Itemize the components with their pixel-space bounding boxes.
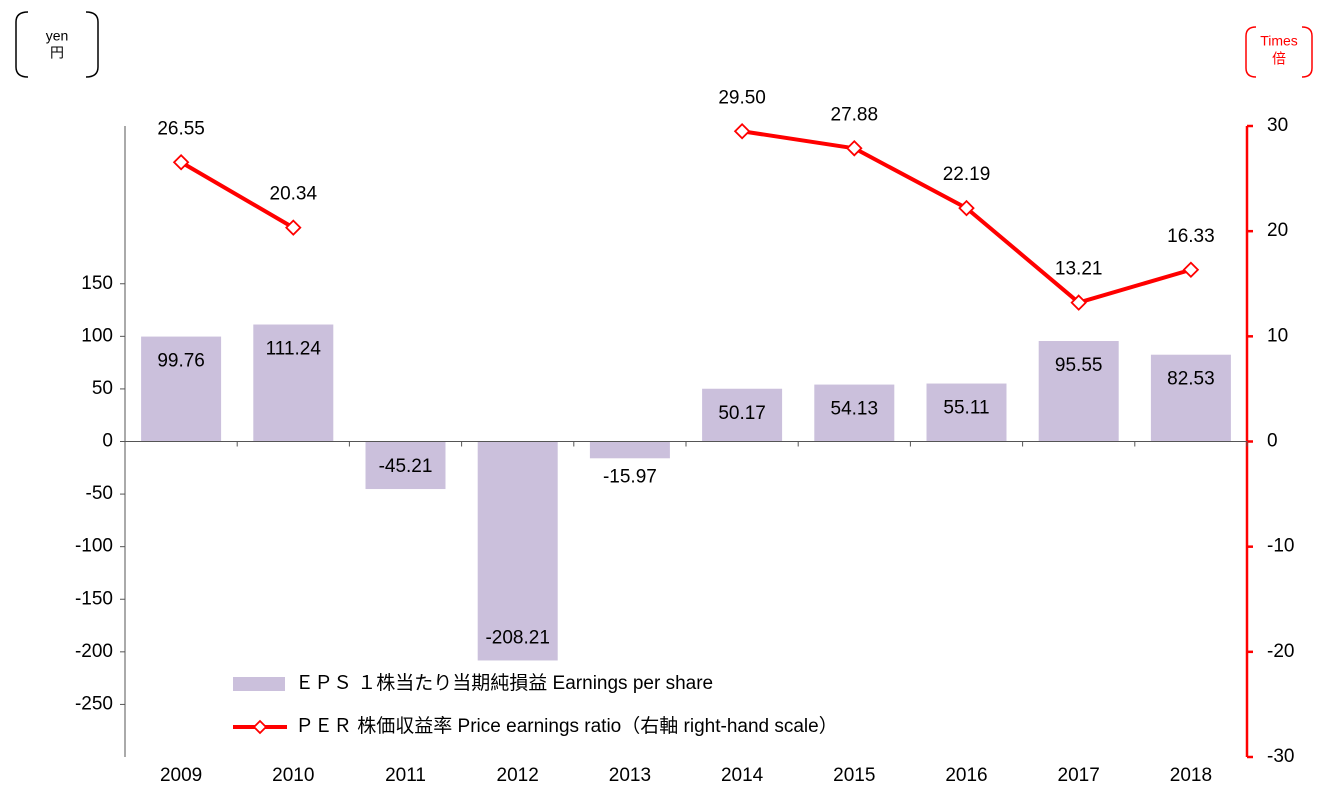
- x-tick-label: 2016: [945, 765, 987, 786]
- marker: [1070, 294, 1087, 311]
- y-tick-label: 100: [81, 325, 113, 346]
- y-tick-label: 0: [102, 431, 113, 452]
- marker: [958, 199, 975, 217]
- bar-value-label: 82.53: [1167, 369, 1215, 390]
- y2-tick-label: 30: [1267, 115, 1288, 136]
- y2-unit: 倍: [1272, 51, 1286, 67]
- x-tick-label: 2015: [833, 765, 875, 786]
- bar: [589, 441, 670, 459]
- bar: [477, 441, 558, 661]
- marker: [733, 122, 751, 140]
- bar-value-label: -208.21: [485, 627, 549, 648]
- y-tick-label: -250: [75, 693, 113, 714]
- y-tick-label: 50: [92, 378, 113, 399]
- line-value-label: 26.55: [157, 118, 205, 139]
- bar: [702, 388, 783, 442]
- line-value-label: 20.34: [270, 184, 318, 205]
- x-tick-label: 2010: [272, 765, 314, 786]
- y-tick-label: 150: [81, 273, 113, 294]
- bar-value-label: 54.13: [831, 399, 879, 420]
- y2-tick-label: 20: [1267, 220, 1288, 241]
- legend-label: ＥＰＳ １株当たり当期純損益 Earnings per share: [295, 672, 713, 694]
- bar: [365, 441, 446, 490]
- line: [180, 129, 1192, 305]
- y2-tick-label: -10: [1267, 536, 1294, 557]
- y2-tick-label: 0: [1267, 431, 1278, 452]
- marker: [1182, 261, 1200, 279]
- bar-value-label: 99.76: [157, 351, 205, 372]
- bar: [253, 324, 334, 442]
- y2-unit: Times: [1260, 33, 1298, 49]
- bar-value-label: -15.97: [603, 466, 657, 487]
- y2-tick-label: -20: [1267, 641, 1294, 662]
- bar: [141, 336, 222, 442]
- y-tick-label: -150: [75, 588, 113, 609]
- x-tick-label: 2012: [497, 765, 539, 786]
- x-tick-label: 2013: [609, 765, 651, 786]
- bar-value-label: 95.55: [1055, 355, 1103, 376]
- line-value-label: 27.88: [831, 104, 879, 125]
- x-tick-label: 2014: [721, 765, 764, 786]
- y2-tick-label: -30: [1267, 746, 1294, 767]
- y-unit: yen: [46, 28, 69, 44]
- line-value-label: 16.33: [1167, 226, 1215, 247]
- legend-marker: [252, 719, 268, 735]
- bar-value-label: 55.11: [943, 398, 989, 419]
- unit-bracket: [1245, 26, 1313, 78]
- bar-value-label: 50.17: [718, 403, 766, 424]
- y-unit: 円: [50, 45, 64, 61]
- bar: [1038, 341, 1119, 442]
- bar: [814, 384, 895, 442]
- x-tick-label: 2011: [385, 765, 426, 786]
- y2-tick-label: 10: [1267, 325, 1288, 346]
- line-value-label: 22.19: [943, 164, 991, 185]
- x-tick-label: 2018: [1170, 765, 1212, 786]
- marker: [172, 154, 190, 171]
- line-value-label: 13.21: [1055, 259, 1103, 280]
- x-tick-label: 2017: [1058, 765, 1100, 786]
- legend-swatch: [233, 677, 285, 691]
- bar: [1150, 354, 1231, 442]
- y-tick-label: -200: [75, 641, 113, 662]
- line-value-label: 29.50: [718, 87, 766, 108]
- legend-label: ＰＥＲ 株価収益率 Price earnings ratio（右軸 right-…: [295, 715, 838, 737]
- bar-value-label: -45.21: [379, 456, 433, 477]
- y-tick-label: -100: [75, 536, 113, 557]
- bar-value-label: 111.24: [266, 339, 322, 360]
- marker: [846, 140, 863, 157]
- bar: [926, 383, 1007, 442]
- y-tick-label: -50: [86, 483, 113, 504]
- marker: [285, 219, 302, 236]
- x-tick-label: 2009: [160, 765, 202, 786]
- unit-bracket: [15, 11, 99, 78]
